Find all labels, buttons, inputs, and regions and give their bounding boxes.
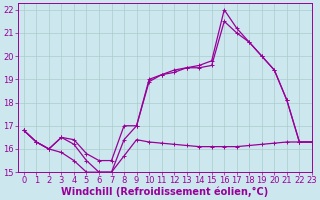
X-axis label: Windchill (Refroidissement éolien,°C): Windchill (Refroidissement éolien,°C) (61, 187, 268, 197)
